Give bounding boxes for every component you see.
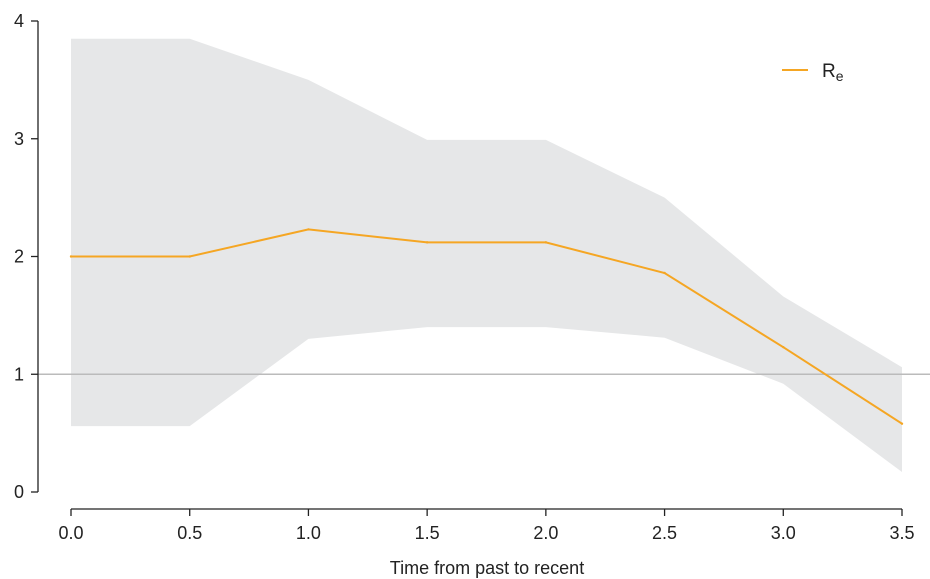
x-tick-label: 3.5 [889,523,914,543]
series-line [71,228,903,425]
legend-label: Re [822,61,844,84]
x-tick-label: 3.0 [771,523,796,543]
series-point [544,241,548,244]
x-tick-label: 1.5 [415,523,440,543]
series-point [900,422,904,425]
series-point [69,255,73,258]
series-point [307,228,310,231]
x-axis-label: Time from past to recent [390,558,584,578]
y-tick-label: 4 [14,11,24,31]
axes: 0 1 2 3 4 0.0 0.5 1.0 1.5 2.0 2.5 3.0 3.5 [14,11,915,543]
y-tick-label: 0 [14,482,24,502]
legend: Re [782,61,844,84]
series-point [663,271,666,275]
confidence-band [71,38,902,472]
x-tick-label: 2.5 [652,523,677,543]
x-tick-label: 2.0 [533,523,558,543]
x-tick-label: 0.5 [177,523,202,543]
series-point [188,255,191,258]
x-tick-label: 1.0 [296,523,321,543]
y-tick-label: 2 [14,247,24,267]
y-tick-label: 1 [14,364,24,384]
confidence-band-layer [71,38,902,472]
series-layer [69,228,904,425]
series-point [425,241,429,244]
y-tick-label: 3 [14,129,24,149]
series-point [782,345,785,349]
x-tick-label: 0.0 [58,523,83,543]
